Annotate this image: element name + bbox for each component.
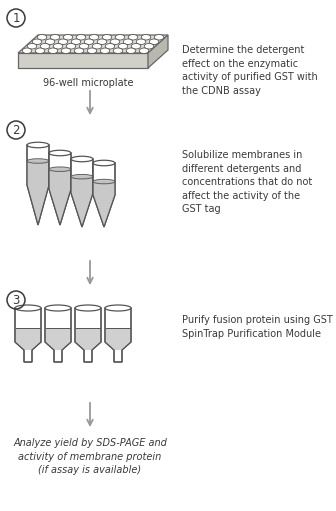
Ellipse shape: [84, 39, 94, 44]
Ellipse shape: [105, 305, 131, 311]
Ellipse shape: [40, 43, 50, 49]
Text: 3: 3: [12, 293, 20, 307]
Polygon shape: [27, 145, 49, 225]
Ellipse shape: [118, 43, 128, 49]
Ellipse shape: [71, 174, 93, 179]
Ellipse shape: [76, 35, 86, 40]
Ellipse shape: [92, 43, 102, 49]
Ellipse shape: [27, 159, 49, 163]
Polygon shape: [93, 163, 115, 227]
Ellipse shape: [141, 35, 151, 40]
Ellipse shape: [45, 305, 71, 311]
Ellipse shape: [27, 142, 49, 148]
Polygon shape: [148, 35, 168, 68]
Text: 2: 2: [12, 124, 20, 136]
Ellipse shape: [50, 35, 60, 40]
Ellipse shape: [37, 35, 47, 40]
Ellipse shape: [123, 39, 133, 44]
Polygon shape: [105, 308, 131, 362]
Ellipse shape: [27, 43, 37, 49]
Polygon shape: [75, 308, 101, 362]
Ellipse shape: [154, 35, 164, 40]
Ellipse shape: [58, 39, 68, 44]
Ellipse shape: [87, 48, 97, 54]
Polygon shape: [15, 308, 41, 362]
Ellipse shape: [131, 43, 141, 49]
Ellipse shape: [89, 35, 99, 40]
Polygon shape: [71, 159, 93, 227]
Ellipse shape: [100, 48, 110, 54]
Ellipse shape: [71, 39, 81, 44]
Ellipse shape: [136, 39, 146, 44]
Polygon shape: [71, 177, 93, 227]
Polygon shape: [27, 161, 49, 225]
Text: Solubilize membranes in
different detergents and
concentrations that do not
affe: Solubilize membranes in different deterg…: [182, 150, 312, 215]
Ellipse shape: [102, 35, 112, 40]
Ellipse shape: [48, 48, 58, 54]
Text: 96-well microplate: 96-well microplate: [43, 78, 133, 88]
Ellipse shape: [93, 160, 115, 166]
Ellipse shape: [15, 305, 41, 311]
Polygon shape: [18, 35, 168, 53]
Polygon shape: [46, 328, 70, 350]
Polygon shape: [49, 153, 71, 225]
Ellipse shape: [105, 43, 115, 49]
Ellipse shape: [45, 39, 55, 44]
Text: 1: 1: [12, 12, 20, 25]
Ellipse shape: [149, 39, 159, 44]
Ellipse shape: [53, 43, 63, 49]
Ellipse shape: [110, 39, 120, 44]
Polygon shape: [49, 169, 71, 225]
Ellipse shape: [126, 48, 136, 54]
Ellipse shape: [93, 179, 115, 184]
Ellipse shape: [71, 156, 93, 162]
Ellipse shape: [144, 43, 154, 49]
Text: Purify fusion protein using GST
SpinTrap Purification Module: Purify fusion protein using GST SpinTrap…: [182, 315, 333, 339]
Polygon shape: [18, 53, 148, 68]
Ellipse shape: [49, 150, 71, 156]
Polygon shape: [16, 328, 40, 350]
Text: Determine the detergent
effect on the enzymatic
activity of purified GST with
th: Determine the detergent effect on the en…: [182, 45, 318, 96]
Ellipse shape: [61, 48, 71, 54]
Ellipse shape: [97, 39, 107, 44]
Ellipse shape: [22, 48, 32, 54]
Text: Analyze yield by SDS-PAGE and
activity of membrane protein
(if assay is availabl: Analyze yield by SDS-PAGE and activity o…: [13, 438, 167, 475]
Ellipse shape: [113, 48, 123, 54]
Polygon shape: [45, 308, 71, 362]
Ellipse shape: [128, 35, 138, 40]
Ellipse shape: [66, 43, 76, 49]
Ellipse shape: [115, 35, 125, 40]
Ellipse shape: [74, 48, 84, 54]
Ellipse shape: [49, 167, 71, 172]
Polygon shape: [106, 328, 130, 350]
Ellipse shape: [75, 305, 101, 311]
Ellipse shape: [35, 48, 45, 54]
Ellipse shape: [63, 35, 73, 40]
Ellipse shape: [139, 48, 149, 54]
Ellipse shape: [32, 39, 42, 44]
Polygon shape: [76, 328, 100, 350]
Ellipse shape: [79, 43, 89, 49]
Polygon shape: [93, 181, 115, 227]
